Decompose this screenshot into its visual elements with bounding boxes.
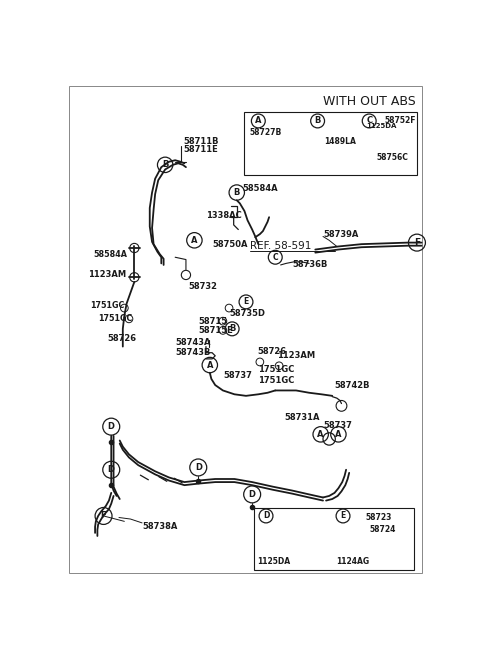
Text: 58743A: 58743A — [175, 338, 211, 347]
Text: A: A — [191, 236, 198, 245]
Text: 58724: 58724 — [369, 525, 396, 534]
Text: 1125DA: 1125DA — [258, 557, 291, 566]
Text: 1489LA: 1489LA — [324, 138, 357, 146]
Text: C: C — [366, 117, 372, 126]
Text: 1125DA: 1125DA — [366, 123, 396, 129]
Text: 58752F: 58752F — [384, 117, 416, 126]
Text: A: A — [335, 430, 342, 439]
Text: 58735D: 58735D — [229, 309, 265, 318]
Text: 58731A: 58731A — [285, 413, 320, 422]
Text: B: B — [314, 117, 321, 126]
Text: 1123AM: 1123AM — [88, 271, 126, 280]
Text: F: F — [101, 512, 107, 521]
Text: B: B — [229, 324, 235, 333]
Text: 1124AG: 1124AG — [336, 557, 369, 566]
Text: B: B — [234, 188, 240, 197]
Text: E: E — [243, 297, 249, 307]
Text: 58711B: 58711B — [183, 138, 218, 146]
Text: 1751GC: 1751GC — [258, 376, 294, 385]
Text: A: A — [206, 360, 213, 369]
FancyBboxPatch shape — [244, 112, 417, 175]
Text: 58739A: 58739A — [323, 230, 359, 238]
Text: 58727B: 58727B — [249, 128, 281, 137]
Text: WITH OUT ABS: WITH OUT ABS — [323, 95, 415, 108]
Text: 58723: 58723 — [365, 513, 392, 522]
Text: 58715: 58715 — [198, 316, 228, 326]
Text: D: D — [108, 422, 115, 431]
FancyBboxPatch shape — [69, 86, 421, 573]
Text: A: A — [255, 117, 262, 126]
Text: D: D — [108, 465, 115, 474]
Text: 58715E: 58715E — [198, 326, 233, 335]
Text: 1751GC: 1751GC — [90, 301, 125, 310]
Text: B: B — [162, 160, 168, 170]
Text: 58584A: 58584A — [94, 250, 128, 259]
Text: 58743B: 58743B — [175, 348, 211, 357]
Text: D: D — [263, 512, 269, 521]
Text: 58736B: 58736B — [292, 261, 327, 269]
Text: C: C — [273, 253, 278, 262]
Text: 58737: 58737 — [223, 371, 252, 379]
Text: REF. 58-591: REF. 58-591 — [250, 242, 311, 252]
Text: 58726: 58726 — [258, 347, 287, 356]
Text: E: E — [340, 512, 346, 521]
Text: 1338AC: 1338AC — [206, 211, 242, 220]
FancyBboxPatch shape — [254, 508, 414, 570]
Text: 58711E: 58711E — [183, 145, 217, 154]
Text: 58750A: 58750A — [212, 240, 248, 250]
Text: 58737: 58737 — [323, 421, 352, 430]
Text: 58726: 58726 — [108, 334, 136, 343]
Text: D: D — [195, 463, 202, 472]
Text: 1123AM: 1123AM — [277, 351, 315, 360]
Text: 1751GC: 1751GC — [258, 365, 294, 374]
Text: A: A — [317, 430, 324, 439]
Text: 58732: 58732 — [188, 282, 217, 291]
Text: 58584A: 58584A — [242, 184, 278, 193]
Text: 58756C: 58756C — [377, 153, 409, 162]
Text: F: F — [414, 238, 420, 247]
Text: 58742B: 58742B — [335, 381, 370, 390]
Text: 1751GC: 1751GC — [98, 314, 132, 324]
Text: 58738A: 58738A — [142, 522, 178, 531]
Text: D: D — [249, 490, 256, 499]
